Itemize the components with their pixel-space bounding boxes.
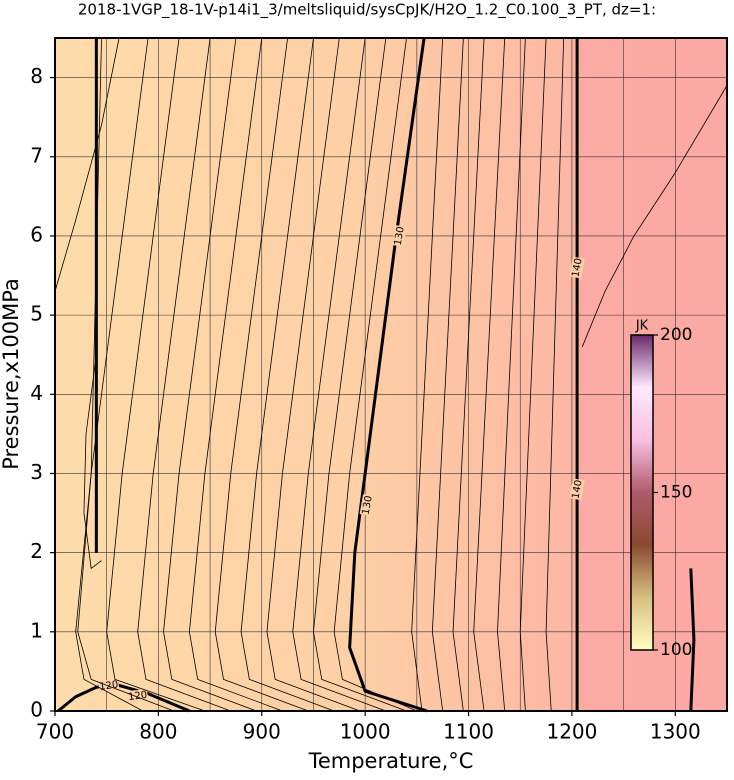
contour <box>75 37 144 712</box>
y-tick-label: 6 <box>30 222 43 246</box>
contour-label-text: 120 <box>128 690 148 704</box>
contour <box>163 37 257 712</box>
contour <box>240 37 335 712</box>
contour-label: 120 <box>126 688 149 704</box>
y-tick-label: 0 <box>30 698 43 722</box>
contour-label-text: 140 <box>571 257 585 278</box>
contour-label-text: 130 <box>361 495 375 516</box>
contour <box>106 37 206 712</box>
contour <box>137 37 231 712</box>
contour <box>497 37 526 712</box>
contour <box>581 85 728 347</box>
colorbar-label: JK <box>635 319 649 334</box>
contour-label: 140 <box>569 478 585 501</box>
y-axis-title: Pressure,x100MPa <box>0 278 23 470</box>
plot-frame <box>54 37 728 712</box>
contour-label-bg <box>359 494 375 517</box>
x-tick-label: 700 <box>36 720 74 744</box>
x-tick-label: 1000 <box>340 720 391 744</box>
x-axis-title: Temperature,°C <box>308 749 474 773</box>
contour <box>83 354 102 569</box>
y-tick-label: 2 <box>30 539 43 563</box>
contour-label-text: 140 <box>571 479 585 500</box>
contour-label: 130 <box>359 494 375 517</box>
field <box>55 38 727 711</box>
y-tick-label: 4 <box>30 381 43 405</box>
x-tick-label: 800 <box>139 720 177 744</box>
contour <box>54 37 120 292</box>
contour-label: 130 <box>391 225 407 247</box>
contour <box>266 37 361 712</box>
contour <box>452 37 485 712</box>
contour-label-text: 130 <box>393 226 407 247</box>
contour <box>292 37 386 712</box>
contour <box>214 37 309 712</box>
contour <box>77 37 175 712</box>
contour <box>313 37 407 712</box>
x-tick-label: 1100 <box>443 720 494 744</box>
y-tick-label: 7 <box>30 143 43 167</box>
contour <box>333 37 418 712</box>
colorbar-tick-label: 150 <box>660 483 692 503</box>
contour-label-bg <box>569 478 585 501</box>
x-tick-label: 1300 <box>650 720 701 744</box>
contour-label-bg <box>391 225 407 247</box>
y-tick-label: 3 <box>30 460 43 484</box>
y-tick-label: 8 <box>30 64 43 88</box>
contour-label-bg <box>569 256 585 279</box>
contour <box>473 37 506 712</box>
colorbar-tick-label: 100 <box>660 640 692 660</box>
contour <box>431 37 464 712</box>
chart-title: 2018-1VGP_18-1V-p14i1_3/meltsliquid/sysC… <box>78 1 656 20</box>
colorbar-tick-label: 200 <box>660 325 692 345</box>
contour <box>411 37 444 712</box>
contour-label: 140 <box>569 256 585 279</box>
contour <box>519 37 547 712</box>
x-tick-label: 1200 <box>546 720 597 744</box>
y-tick-label: 5 <box>30 302 43 326</box>
y-tick-label: 1 <box>30 618 43 642</box>
contour <box>545 37 565 712</box>
colorbar <box>630 334 654 651</box>
contour <box>188 37 283 712</box>
bold-contour <box>689 568 696 712</box>
x-tick-label: 900 <box>243 720 281 744</box>
